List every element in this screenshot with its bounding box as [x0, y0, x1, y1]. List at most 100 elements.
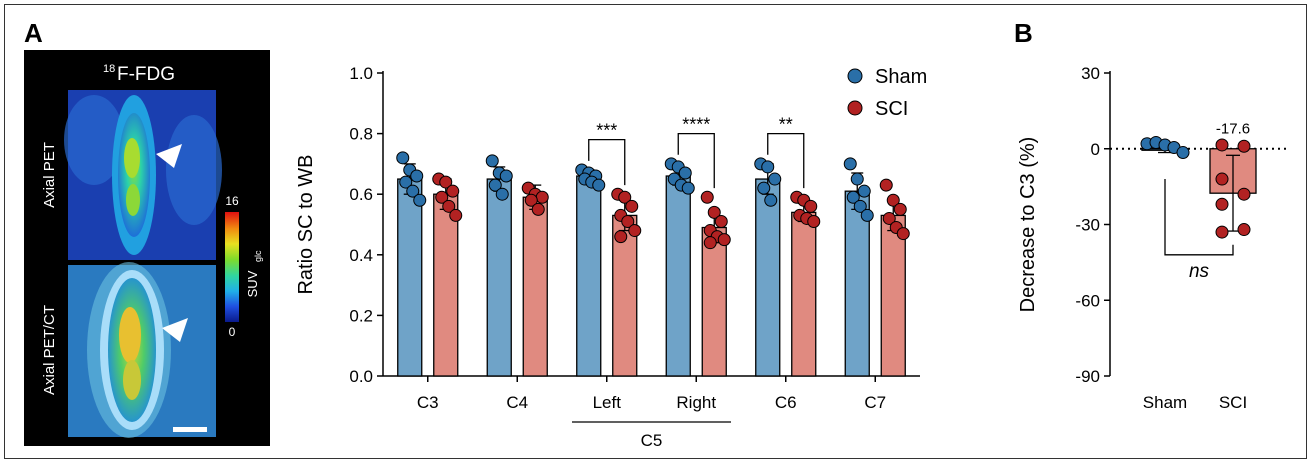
- y-tick-label: -30: [1075, 216, 1100, 235]
- data-point-sham: [406, 184, 420, 198]
- bar-sham: [755, 178, 781, 377]
- significance-bracket: [677, 132, 715, 189]
- bar-sham: [397, 178, 423, 377]
- data-point-sci: [893, 202, 907, 216]
- data-point-sham: [488, 178, 502, 192]
- colorbar-label-sub: glc: [253, 250, 263, 262]
- y-tick-label: 0.8: [349, 125, 373, 144]
- bar-sci: [701, 226, 727, 377]
- figure-frame: [4, 4, 1307, 459]
- data-point-sci: [896, 227, 910, 241]
- colorbar: [225, 212, 239, 322]
- colorbar-label-main: SUV: [245, 270, 260, 297]
- value-label: -17.6: [1216, 121, 1250, 138]
- significance-label: ns: [1189, 261, 1210, 282]
- x-tick-label: C6: [775, 393, 797, 412]
- y-tick-label: 0.2: [349, 306, 373, 325]
- bar-sham: [665, 175, 691, 377]
- data-point-sci: [614, 230, 628, 244]
- x-tick-label: SCI: [1219, 393, 1247, 412]
- data-point-sham: [495, 187, 509, 201]
- data-point-sham: [761, 160, 775, 174]
- data-point-sham: [399, 175, 413, 189]
- data-point: [1215, 172, 1229, 186]
- legend-marker: [847, 68, 863, 84]
- data-point-sci: [449, 208, 463, 222]
- data-point-sham: [499, 169, 513, 183]
- data-point-sci: [886, 193, 900, 207]
- y-tick-label: 0.6: [349, 185, 373, 204]
- bar-sci: [880, 214, 906, 377]
- data-point: [1215, 138, 1229, 152]
- data-point-sci: [618, 190, 632, 204]
- scale-bar: [173, 427, 207, 432]
- colorbar-min: 0: [229, 325, 236, 339]
- data-point-sham: [853, 199, 867, 213]
- data-point: [1215, 197, 1229, 211]
- data-point-sci: [804, 199, 818, 213]
- x-tick-label: Right: [676, 393, 716, 412]
- data-point-sci: [807, 214, 821, 228]
- data-point-sci: [882, 211, 896, 225]
- y-tick-label: 0.0: [349, 367, 373, 386]
- bar-sci: [433, 193, 459, 377]
- data-point-sham: [410, 169, 424, 183]
- data-point-sham: [768, 172, 782, 186]
- axial-pet-image: [64, 90, 222, 260]
- significance-bracket: [1164, 179, 1234, 256]
- x-tick-label: Sham: [1143, 393, 1187, 412]
- data-point-sham: [681, 181, 695, 195]
- data-point-sci: [703, 236, 717, 250]
- axial-pet-ct-label: Axial PET/CT: [41, 305, 58, 395]
- bar-sham: [844, 190, 870, 377]
- y-tick-label: 30: [1081, 64, 1100, 83]
- x-tick-label: C7: [864, 393, 886, 412]
- tracer-name: F-FDG: [117, 64, 175, 85]
- y-tick-label: 0: [1091, 140, 1100, 159]
- bar-sham: [576, 175, 602, 377]
- data-point-sci: [535, 190, 549, 204]
- data-point-sci: [439, 175, 453, 189]
- x-tick-label: Left: [593, 393, 622, 412]
- data-point-sham: [678, 166, 692, 180]
- y-tick-label: 0.4: [349, 246, 373, 265]
- tracer-superscript: 18: [103, 63, 115, 75]
- bar-sham: [486, 178, 512, 377]
- significance-bracket: [588, 139, 626, 186]
- x-tick-label: C4: [506, 393, 528, 412]
- data-point-sci: [446, 184, 460, 198]
- significance-label: ***: [596, 121, 617, 141]
- legend-label: SCI: [875, 98, 908, 120]
- data-point-sci: [625, 199, 639, 213]
- significance-label: **: [779, 115, 793, 135]
- data-point-sci: [621, 214, 635, 228]
- y-axis-title: Ratio SC to WB: [295, 154, 317, 294]
- axial-pet-label: Axial PET: [41, 142, 58, 208]
- data-point: [1176, 146, 1190, 160]
- data-point-sham: [592, 178, 606, 192]
- data-point-sci: [435, 190, 449, 204]
- data-point-sham: [846, 190, 860, 204]
- data-point-sham: [764, 193, 778, 207]
- panel-b-letter: B: [1014, 18, 1033, 48]
- y-axis-title: Decrease to C3 (%): [1017, 137, 1039, 313]
- colorbar-label: SUV glc: [245, 250, 263, 297]
- colorbar-max: 16: [225, 194, 239, 208]
- panel-a-letter: A: [24, 18, 43, 48]
- data-point-sci: [628, 224, 642, 238]
- data-point-sci: [531, 202, 545, 216]
- chart-b: 30 0 -30 -60 -90 Decrease to C3 (%) Sham SCI -17…: [1017, 64, 1288, 412]
- data-point: [1237, 223, 1251, 237]
- y-tick-label: -60: [1075, 291, 1100, 310]
- data-point-sham: [850, 172, 864, 186]
- group-label-c5: C5: [641, 431, 663, 450]
- y-tick-label: 1.0: [349, 64, 373, 83]
- pet-image-panel: 18 F-FDG Axial PET Axial PET/CT: [24, 50, 270, 446]
- data-point-sham: [843, 157, 857, 171]
- data-point: [1237, 139, 1251, 153]
- data-point-sci: [714, 214, 728, 228]
- bar-sci: [791, 211, 817, 377]
- data-point: [1215, 225, 1229, 239]
- significance-bracket: [767, 132, 805, 189]
